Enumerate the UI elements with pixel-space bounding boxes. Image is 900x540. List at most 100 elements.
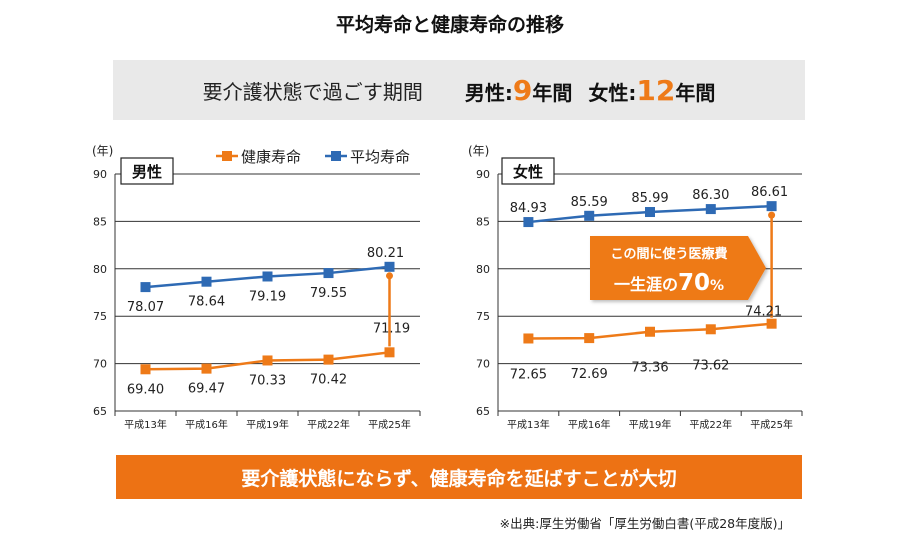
y-tick-label: 80	[93, 263, 107, 276]
y-tick-label: 85	[93, 215, 107, 228]
data-point-average	[384, 261, 395, 272]
banner-female-label: 女性:	[588, 80, 637, 105]
x-tick-label: 平成22年	[689, 418, 732, 431]
data-point-healthy	[140, 364, 151, 375]
data-point-healthy	[523, 333, 534, 344]
data-point-average	[201, 276, 212, 287]
legend-average-label: 平均寿命	[350, 148, 410, 166]
banner-lead: 要介護状態で過ごす期間	[202, 79, 423, 104]
banner-male-value: 9	[512, 73, 533, 107]
y-unit-male: (年)	[92, 144, 113, 158]
data-label: 85.59	[571, 195, 608, 210]
callout-line1: この間に使う医療費	[610, 246, 727, 262]
x-tick-label: 平成25年	[368, 418, 411, 431]
panel-label-female: 女性	[513, 163, 543, 181]
y-tick-label: 70	[93, 358, 107, 371]
care-period-banner: 要介護状態で過ごす期間 男性:9年間 女性:12年間	[113, 60, 805, 120]
data-label: 71.19	[373, 321, 410, 336]
data-label: 80.21	[367, 246, 404, 261]
data-label: 69.40	[127, 382, 164, 397]
data-point-healthy	[705, 324, 716, 335]
y-tick-label: 90	[476, 168, 490, 181]
data-point-healthy	[584, 333, 595, 344]
x-tick-label: 平成19年	[629, 418, 672, 431]
data-label: 78.64	[188, 295, 225, 310]
callout-line2: 一生涯の70%	[614, 270, 724, 296]
data-point-healthy	[323, 354, 334, 365]
banner-female-value: 12	[636, 73, 676, 107]
data-point-healthy	[262, 355, 273, 366]
key-message-banner: 要介護状態にならず、健康寿命を延ばすことが大切	[116, 455, 802, 499]
x-tick-label: 平成25年	[750, 418, 793, 431]
data-label: 78.07	[127, 300, 164, 315]
data-label: 84.93	[510, 201, 547, 216]
data-point-average	[323, 268, 334, 279]
data-point-average	[766, 201, 777, 212]
source-note: ※出典:厚生労働省「厚生労働白書(平成28年度版)」	[499, 516, 790, 531]
x-axis-female: 平成13年 平成16年 平成19年 平成22年 平成25年	[497, 411, 803, 431]
y-tick-label: 85	[476, 215, 490, 228]
data-point-average	[705, 204, 716, 215]
y-tick-label: 75	[476, 310, 490, 323]
data-label: 73.36	[631, 361, 668, 376]
callout-value: 70	[678, 270, 710, 296]
gap-connector-dot	[768, 211, 776, 219]
data-label: 79.19	[249, 289, 286, 304]
banner-male-label: 男性:	[464, 80, 513, 105]
gap-connector-dot	[386, 272, 393, 280]
callout-arrow-shape	[590, 236, 766, 300]
series-female: 84.93 85.59 85.99 86.30 86.61 72.65 72.69 73.36…	[510, 185, 788, 382]
data-label: 72.65	[510, 367, 547, 382]
data-label: 85.99	[631, 191, 668, 206]
data-point-healthy	[384, 347, 395, 358]
x-tick-label: 平成13年	[507, 418, 550, 431]
data-label: 69.47	[188, 382, 225, 397]
data-label: 70.33	[249, 373, 286, 388]
x-axis-male: 平成13年 平成16年 平成19年 平成22年 平成25年	[114, 411, 421, 431]
y-tick-label: 75	[93, 310, 107, 323]
y-tick-label: 90	[93, 168, 107, 181]
data-point-average	[140, 282, 151, 293]
y-tick-label: 80	[476, 263, 490, 276]
x-tick-label: 平成22年	[307, 418, 350, 431]
data-label: 72.69	[571, 367, 608, 382]
x-tick-label: 平成16年	[185, 418, 228, 431]
panel-label-male: 男性	[132, 163, 162, 181]
data-point-average	[584, 210, 595, 221]
y-tick-label: 70	[476, 358, 490, 371]
data-label: 86.30	[692, 188, 729, 203]
data-label: 73.62	[692, 358, 729, 373]
legend-healthy-label: 健康寿命	[241, 148, 301, 166]
banner-female-unit: 年間	[675, 80, 716, 105]
callout-unit: %	[710, 278, 724, 294]
y-unit-female: (年)	[468, 144, 489, 158]
data-point-average	[262, 271, 273, 282]
legend-average-marker	[331, 151, 341, 161]
y-tick-label: 65	[476, 405, 490, 418]
banner-male-unit: 年間	[532, 80, 573, 105]
panel-label-box-male	[120, 157, 174, 185]
data-label: 74.21	[745, 305, 782, 320]
data-label: 70.42	[310, 373, 347, 388]
data-label: 86.61	[751, 185, 788, 200]
series-male: 78.07 78.64 79.19 79.55 80.21 69.40 69.47 70.33…	[127, 246, 410, 397]
panel-label-box-female	[501, 157, 555, 185]
x-tick-label: 平成16年	[568, 418, 611, 431]
data-point-healthy	[201, 363, 212, 374]
legend: 健康寿命 平均寿命	[216, 148, 410, 166]
x-tick-label: 平成19年	[246, 418, 289, 431]
callout-line2-text: 一生涯の	[614, 275, 678, 294]
y-axis-female: 65 70 75 80 85 90	[476, 168, 499, 418]
chart-male: 65 70 75 80 85 90 平成13年 平成16年 平成19年 平成22年 平成25年 (…	[92, 144, 421, 431]
banner-female: 女性:12年間	[588, 74, 715, 107]
x-tick-label: 平成13年	[124, 418, 167, 431]
chart-title: 平均寿命と健康寿命の推移	[335, 14, 564, 36]
chart-female: 65 70 75 80 85 90 平成13年 平成16年 平成19年 平成22年 平成25年 (…	[468, 144, 803, 431]
medical-cost-callout: この間に使う医療費 一生涯の70%	[590, 236, 766, 300]
y-tick-label: 65	[93, 405, 107, 418]
legend-healthy-marker	[222, 151, 232, 161]
data-label: 79.55	[310, 286, 347, 301]
data-point-healthy	[645, 326, 655, 337]
data-point-average	[645, 207, 655, 218]
